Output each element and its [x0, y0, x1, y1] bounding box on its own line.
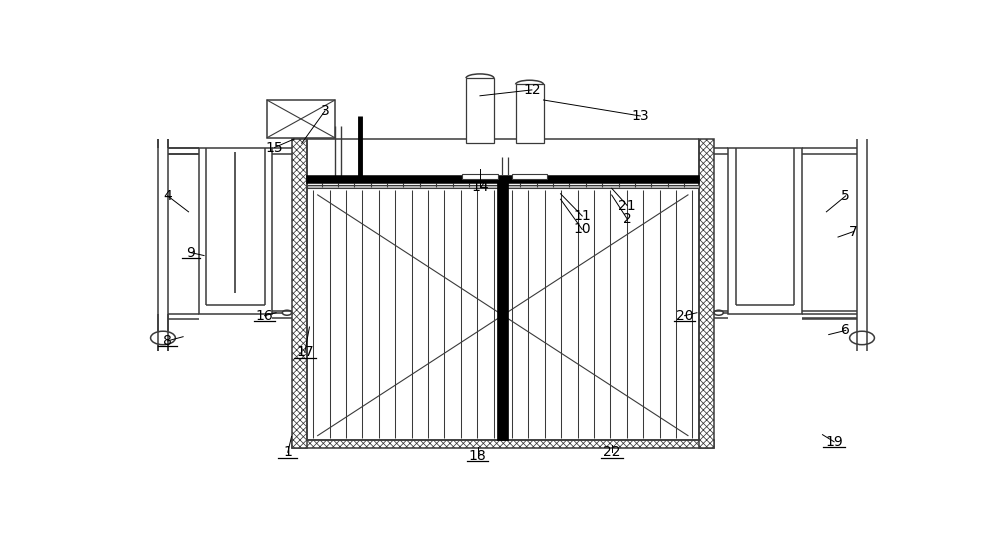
Bar — [728, 147, 802, 313]
Text: 18: 18 — [469, 449, 486, 462]
Text: 15: 15 — [266, 140, 283, 155]
Text: 21: 21 — [618, 199, 636, 212]
Bar — [462, 174, 498, 179]
Bar — [199, 147, 272, 313]
Bar — [307, 139, 698, 440]
Text: 3: 3 — [321, 104, 329, 118]
Bar — [307, 176, 698, 183]
Text: 5: 5 — [841, 189, 850, 203]
Text: 11: 11 — [573, 209, 591, 223]
Text: 16: 16 — [256, 308, 273, 323]
Text: 1: 1 — [283, 446, 292, 459]
Text: 20: 20 — [676, 308, 693, 323]
Bar — [307, 185, 698, 188]
Bar — [466, 78, 494, 143]
Text: 2: 2 — [623, 212, 632, 226]
Bar — [497, 176, 508, 440]
Bar — [516, 85, 544, 143]
Text: 10: 10 — [573, 222, 591, 236]
Bar — [292, 440, 714, 448]
Text: 8: 8 — [163, 334, 172, 348]
Bar — [292, 139, 307, 448]
Text: 7: 7 — [849, 224, 858, 239]
Text: 4: 4 — [163, 189, 172, 203]
Text: 12: 12 — [523, 83, 541, 97]
Text: 6: 6 — [841, 323, 850, 337]
Text: 19: 19 — [825, 435, 843, 449]
Bar — [267, 100, 335, 138]
Text: 14: 14 — [471, 180, 489, 194]
Text: 13: 13 — [632, 109, 649, 123]
Text: 22: 22 — [603, 446, 620, 459]
Text: 9: 9 — [186, 246, 195, 259]
Text: 17: 17 — [296, 345, 314, 359]
Bar — [698, 139, 714, 448]
Bar — [512, 174, 547, 179]
